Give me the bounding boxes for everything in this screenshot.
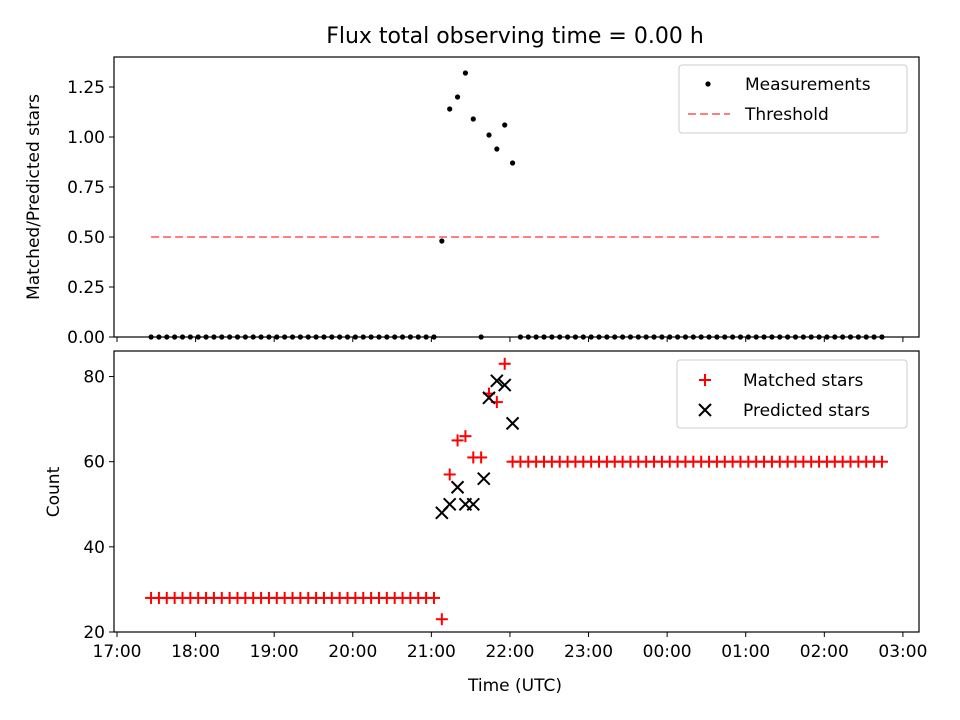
measurement-point bbox=[486, 132, 492, 138]
bottom-legend-box bbox=[676, 359, 908, 429]
bottom-xtick-label: 20:00 bbox=[328, 642, 377, 662]
predicted-star-marker bbox=[498, 378, 512, 392]
predicted-star-stroke-b bbox=[498, 378, 512, 392]
legend-matched-label: Matched stars bbox=[743, 371, 863, 391]
bottom-ytick-label: 20 bbox=[83, 623, 105, 643]
matched-star-marker bbox=[475, 451, 488, 464]
top-ytick-label: 0.25 bbox=[67, 278, 105, 298]
predicted-star-stroke-b bbox=[466, 497, 480, 511]
measurement-point bbox=[494, 146, 500, 152]
matched-star-marker bbox=[427, 591, 440, 604]
predicted-star-marker bbox=[477, 472, 491, 486]
top-ytick-label: 1.25 bbox=[67, 78, 105, 98]
top-title: Flux total observing time = 0.00 h bbox=[326, 24, 704, 49]
top-legend-box bbox=[678, 64, 908, 134]
bottom-legend: Matched stars Predicted stars bbox=[676, 359, 908, 429]
top-ytick-label: 0.00 bbox=[67, 328, 105, 348]
legend-matched-marker bbox=[699, 374, 711, 386]
predicted-star-marker bbox=[505, 416, 520, 431]
top-ytick-label: 1.00 bbox=[67, 128, 105, 148]
top-ytick-label: 0.75 bbox=[67, 178, 105, 198]
measurement-point bbox=[470, 116, 476, 122]
bottom-axes-frame bbox=[113, 350, 920, 633]
matched-star-marker bbox=[875, 455, 888, 468]
top-panel: Flux total observing time = 0.00 h 0.000… bbox=[24, 24, 920, 348]
matched-star-marker bbox=[451, 434, 464, 447]
top-ylabel: Matched/Predicted stars bbox=[24, 94, 44, 300]
bottom-xtick-label: 00:00 bbox=[643, 642, 692, 662]
legend-predicted-marker bbox=[698, 403, 712, 417]
predicted-star-stroke-b bbox=[490, 374, 504, 388]
predicted-star-marker bbox=[442, 497, 457, 511]
measurement-point bbox=[439, 238, 445, 244]
bottom-xtick-label: 22:00 bbox=[485, 642, 534, 662]
bottom-ytick-label: 60 bbox=[83, 453, 105, 473]
bottom-ylabel: Count bbox=[44, 466, 64, 517]
bottom-xtick-label: 03:00 bbox=[878, 642, 927, 662]
bottom-panel: 20 40 60 80 17:00 18:00 19:00 20:00 21:00 22:00 23… bbox=[44, 350, 927, 696]
measurement-point bbox=[509, 160, 516, 166]
bottom-plot-area bbox=[145, 357, 888, 626]
predicted-star-stroke-b bbox=[477, 472, 491, 486]
measurement-point bbox=[447, 106, 453, 112]
top-axes: 0.00 0.25 0.50 0.75 1.00 1.25 bbox=[67, 78, 904, 348]
bottom-ytick-label: 40 bbox=[83, 538, 105, 558]
top-ytick-label: 0.50 bbox=[67, 228, 105, 248]
predicted-star-marker bbox=[490, 374, 504, 388]
legend-measurements-label: Measurements bbox=[745, 75, 871, 95]
bottom-xtick-label: 19:00 bbox=[250, 642, 299, 662]
matched-star-marker bbox=[498, 357, 511, 370]
legend-threshold-label: Threshold bbox=[744, 105, 829, 125]
bottom-xlabel: Time (UTC) bbox=[467, 676, 562, 696]
predicted-star-marker bbox=[466, 497, 480, 511]
matched-star-marker bbox=[443, 468, 456, 481]
matched-star-marker bbox=[435, 613, 448, 626]
predicted-star-stroke-b bbox=[442, 497, 457, 511]
measurement-point bbox=[502, 122, 508, 128]
measurement-point bbox=[462, 70, 469, 76]
bottom-ytick-label: 80 bbox=[83, 368, 105, 388]
bottom-xtick-label: 01:00 bbox=[721, 642, 770, 662]
bottom-xtick-label: 17:00 bbox=[93, 642, 142, 662]
predicted-star-stroke-b bbox=[505, 416, 520, 431]
measurement-point bbox=[454, 94, 461, 100]
bottom-axes: 20 40 60 80 17:00 18:00 19:00 20:00 21:00 22:00 23… bbox=[83, 368, 927, 662]
top-axes-frame bbox=[113, 56, 920, 338]
top-legend: Measurements Threshold bbox=[678, 64, 908, 134]
matched-star-marker bbox=[459, 430, 472, 443]
predicted-star-marker bbox=[482, 391, 496, 405]
predicted-star-marker bbox=[450, 480, 465, 494]
bottom-xtick-label: 21:00 bbox=[407, 642, 456, 662]
predicted-star-stroke-b bbox=[450, 480, 465, 494]
predicted-star-stroke-b bbox=[482, 391, 496, 405]
legend-predicted-label: Predicted stars bbox=[743, 401, 870, 421]
legend-measurements-marker bbox=[705, 81, 711, 87]
bottom-xtick-label: 02:00 bbox=[800, 642, 849, 662]
bottom-xtick-label: 23:00 bbox=[564, 642, 613, 662]
top-plot-area bbox=[148, 70, 885, 340]
bottom-xtick-label: 18:00 bbox=[171, 642, 220, 662]
